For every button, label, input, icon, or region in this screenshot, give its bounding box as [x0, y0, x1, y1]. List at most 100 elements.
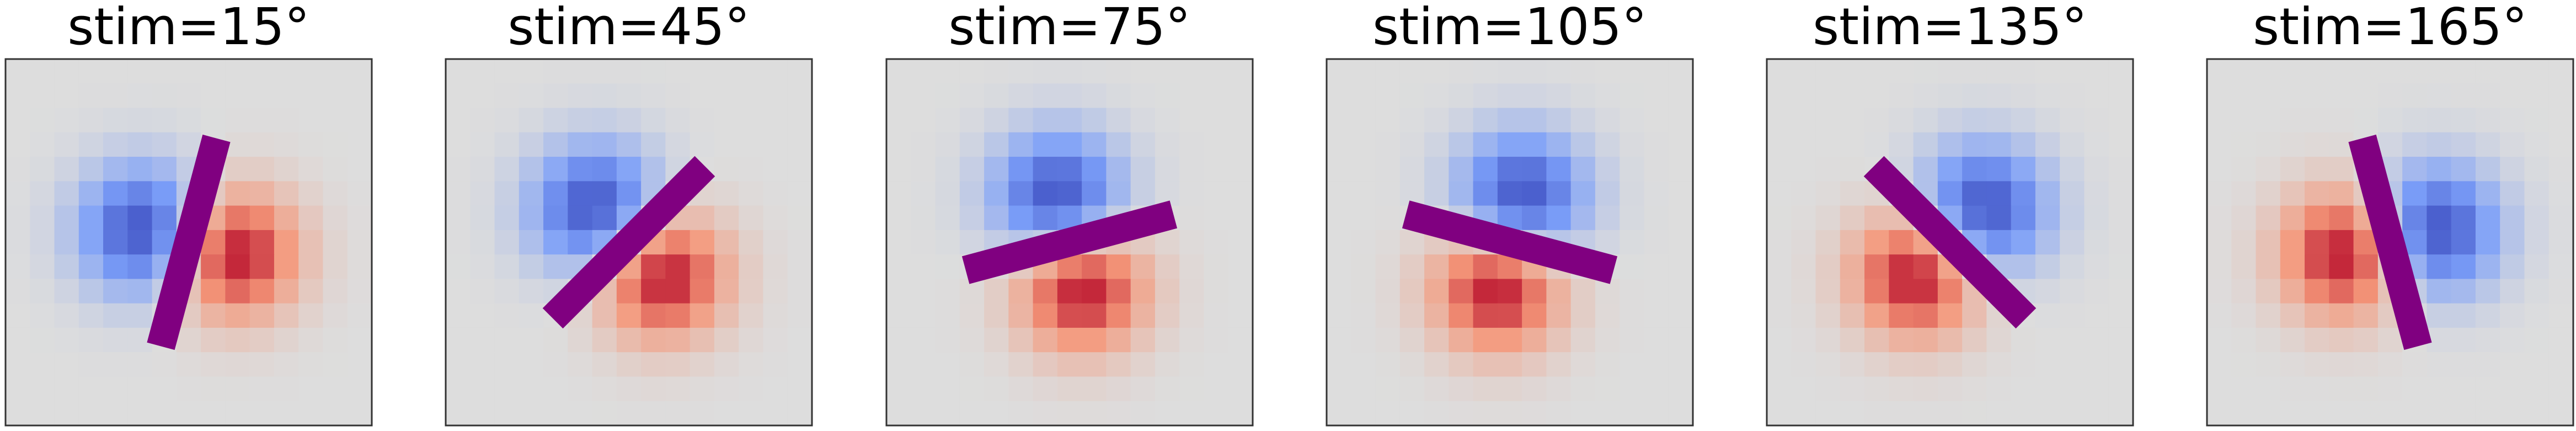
- heatmap-cell: [2377, 108, 2403, 133]
- heatmap-cell: [665, 352, 691, 377]
- heatmap-cell: [274, 108, 299, 133]
- heatmap-cell: [1106, 157, 1131, 182]
- heatmap-cell: [2207, 352, 2232, 377]
- heatmap-cell: [1767, 230, 1792, 255]
- heatmap-cell: [519, 59, 544, 84]
- heatmap-cell: [2060, 205, 2085, 231]
- heatmap-cell: [2305, 279, 2329, 304]
- heatmap-cell: [1962, 181, 1987, 206]
- heatmap-cell: [1522, 132, 1547, 157]
- heatmap-cell: [1791, 230, 1816, 255]
- heatmap-cell: [446, 376, 471, 402]
- heatmap-cell: [1473, 303, 1498, 328]
- heatmap-cell: [494, 59, 520, 84]
- heatmap-cell: [2475, 230, 2500, 255]
- heatmap-cell: [568, 83, 593, 109]
- heatmap-cell: [959, 230, 985, 255]
- heatmap-cell: [616, 83, 642, 109]
- heatmap-cell: [1668, 205, 1693, 231]
- heatmap-cell: [2427, 376, 2452, 402]
- heatmap-cell: [446, 181, 471, 206]
- heatmap-cell: [935, 59, 960, 84]
- heatmap-cell: [1522, 157, 1547, 182]
- heatmap-cell: [763, 205, 788, 231]
- heatmap-cell: [103, 181, 128, 206]
- heatmap-cell: [1962, 132, 1987, 157]
- heatmap-cell: [1204, 401, 1229, 426]
- heatmap-cell: [1008, 132, 1034, 157]
- heatmap-cell: [1106, 59, 1131, 84]
- heatmap-cell: [6, 376, 30, 402]
- heatmap-cell: [787, 327, 813, 353]
- heatmap-cell: [1179, 230, 1205, 255]
- heatmap-cell: [78, 352, 104, 377]
- heatmap-cell: [152, 401, 177, 426]
- heatmap-cell: [470, 83, 495, 109]
- heatmap-cell: [2377, 132, 2403, 157]
- panel-4-stimulus-bar: [1402, 200, 1618, 284]
- heatmap-cell: [1473, 83, 1498, 109]
- heatmap-cell: [1155, 376, 1180, 402]
- heatmap-cell: [2329, 108, 2354, 133]
- heatmap-cell: [2280, 83, 2305, 109]
- heatmap-cell: [739, 327, 764, 353]
- heatmap-cell: [1570, 59, 1596, 84]
- heatmap-cell: [1595, 327, 1620, 353]
- heatmap-cell: [1449, 157, 1474, 182]
- heatmap-cell: [347, 303, 372, 328]
- heatmap-cell: [2500, 401, 2525, 426]
- panel-4: stim=105°: [1326, 0, 1694, 427]
- heatmap-cell: [1228, 132, 1253, 157]
- heatmap-cell: [1082, 279, 1107, 304]
- heatmap-cell: [446, 352, 471, 377]
- panel-1-stimulus-bar: [147, 134, 231, 350]
- heatmap-cell: [1375, 401, 1401, 426]
- heatmap-cell: [1668, 327, 1693, 353]
- heatmap-cell: [103, 157, 128, 182]
- heatmap-cell: [152, 181, 177, 206]
- heatmap-cell: [2548, 352, 2574, 377]
- heatmap-cell: [2035, 352, 2060, 377]
- heatmap-cell: [2035, 205, 2060, 231]
- heatmap-cell: [225, 157, 250, 182]
- heatmap-cell: [1449, 83, 1474, 109]
- heatmap-cell: [1473, 254, 1498, 279]
- heatmap-cell: [6, 205, 30, 231]
- heatmap-cell: [274, 132, 299, 157]
- heatmap-cell: [1986, 352, 2012, 377]
- heatmap-cell: [641, 327, 666, 353]
- heatmap-cell: [2402, 352, 2427, 377]
- heatmap-cell: [2427, 83, 2452, 109]
- heatmap-cell: [446, 279, 471, 304]
- heatmap-cell: [323, 230, 348, 255]
- heatmap-cell: [1375, 132, 1401, 157]
- panel-6-title: stim=165°: [2253, 0, 2527, 56]
- heatmap-cell: [787, 401, 813, 426]
- heatmap-cell: [714, 401, 739, 426]
- heatmap-cell: [1424, 401, 1449, 426]
- heatmap-cell: [1204, 205, 1229, 231]
- heatmap-cell: [30, 376, 55, 402]
- heatmap-cell: [2377, 83, 2403, 109]
- heatmap-cell: [470, 254, 495, 279]
- heatmap-cell: [201, 327, 226, 353]
- heatmap-cell: [1106, 352, 1131, 377]
- heatmap-cell: [1791, 279, 1816, 304]
- heatmap-cell: [641, 59, 666, 84]
- heatmap-cell: [1644, 303, 1669, 328]
- heatmap-cell: [1570, 401, 1596, 426]
- heatmap-cell: [1082, 83, 1107, 109]
- heatmap-cell: [1840, 279, 1865, 304]
- heatmap-cell: [1399, 376, 1425, 402]
- heatmap-cell: [1986, 376, 2012, 402]
- heatmap-cell: [103, 205, 128, 231]
- heatmap-cell: [1668, 352, 1693, 377]
- heatmap-cell: [1424, 376, 1449, 402]
- panel-6-frame: [2206, 58, 2574, 427]
- heatmap-cell: [1351, 132, 1376, 157]
- heatmap-cell: [2231, 327, 2257, 353]
- heatmap-cell: [347, 230, 372, 255]
- heatmap-cell: [886, 376, 911, 402]
- heatmap-cell: [1522, 327, 1547, 353]
